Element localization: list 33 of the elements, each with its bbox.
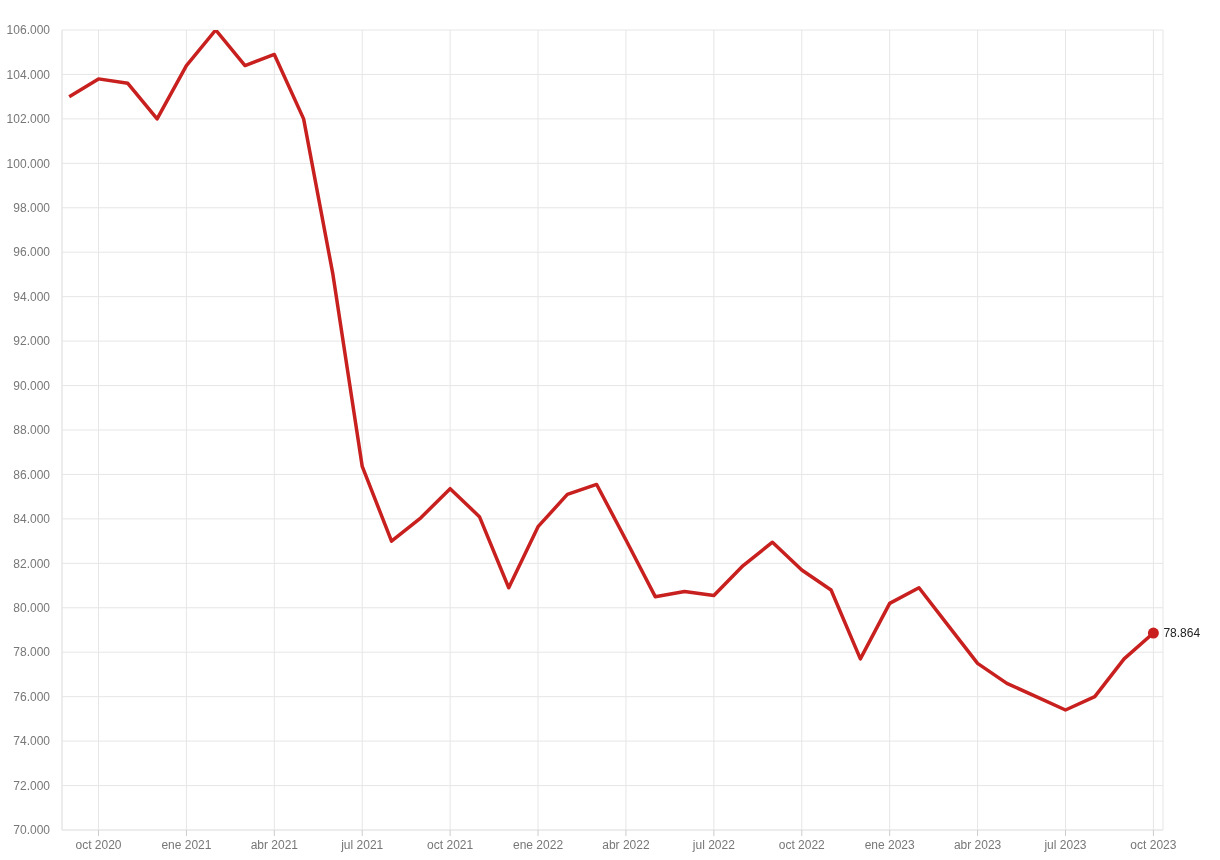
y-tick-label: 90.000: [13, 378, 51, 393]
y-tick-label: 104.000: [6, 67, 51, 82]
y-tick-label: 98.000: [13, 201, 51, 216]
y-tick-label: 78.000: [13, 645, 51, 660]
x-tick-label: oct 2021: [427, 837, 474, 852]
y-tick-label: 106.000: [6, 23, 51, 38]
y-tick-label: 102.000: [6, 112, 51, 127]
y-tick-label: 74.000: [13, 734, 51, 749]
x-tick-label: ene 2021: [161, 837, 212, 852]
y-tick-label: 92.000: [13, 334, 51, 349]
x-tick-label: jul 2023: [1043, 837, 1087, 852]
y-tick-label: 82.000: [13, 556, 51, 571]
y-tick-label: 86.000: [13, 467, 51, 482]
y-tick-label: 94.000: [13, 289, 51, 304]
x-tick-label: jul 2021: [340, 837, 384, 852]
x-tick-label: oct 2023: [1130, 837, 1177, 852]
y-tick-label: 100.000: [6, 156, 51, 171]
y-tick-label: 76.000: [13, 689, 51, 704]
x-tick-label: abr 2021: [250, 837, 299, 852]
y-tick-label: 72.000: [13, 778, 51, 793]
x-tick-label: ene 2023: [864, 837, 916, 852]
x-tick-label: oct 2022: [778, 837, 826, 852]
y-tick-label: 88.000: [13, 423, 51, 438]
x-tick-label: jul 2022: [691, 837, 736, 852]
x-tick-label: ene 2022: [513, 837, 564, 852]
x-tick-label: oct 2020: [75, 837, 122, 852]
x-tick-label: abr 2022: [602, 837, 650, 852]
y-tick-label: 80.000: [13, 601, 51, 616]
data-label: 78.864: [1163, 626, 1201, 641]
y-tick-label: 96.000: [13, 245, 51, 260]
y-tick-label: 70.000: [13, 823, 51, 838]
y-tick-label: 84.000: [13, 512, 51, 527]
x-tick-label: abr 2023: [953, 837, 1002, 852]
